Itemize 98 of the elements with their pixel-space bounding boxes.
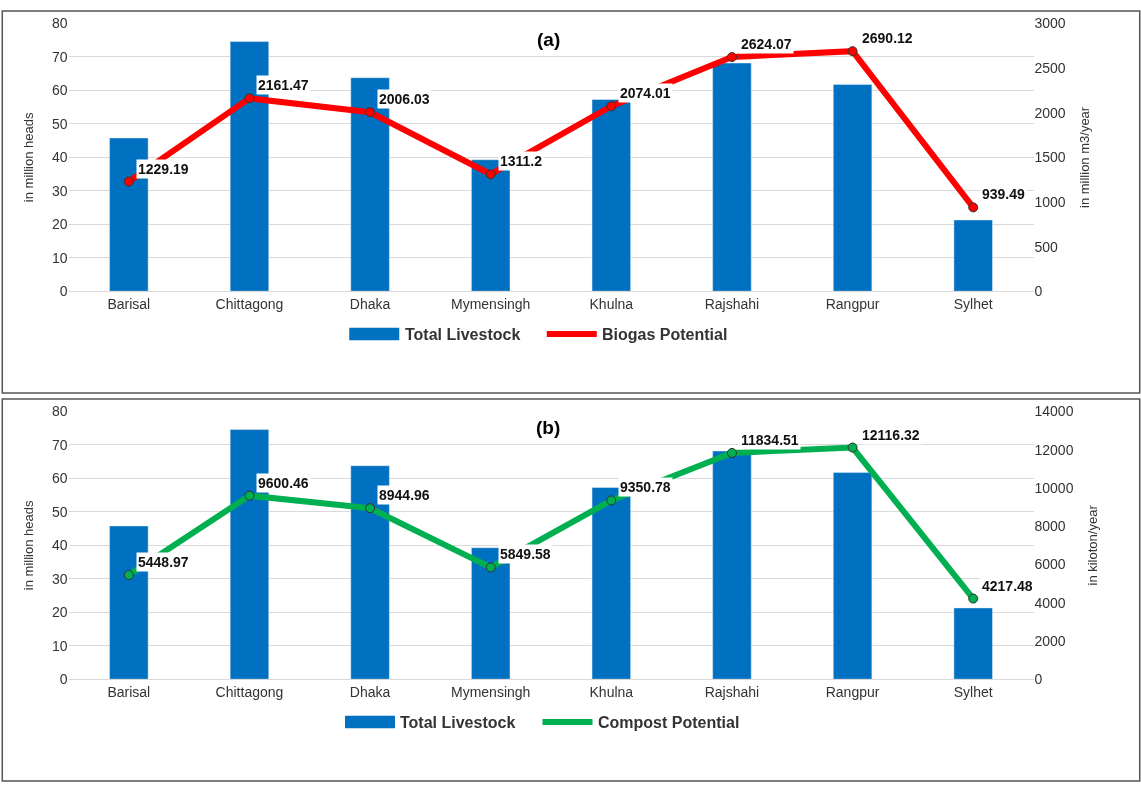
- data-label: 1229.19: [138, 161, 189, 177]
- data-label: 12116.32: [862, 427, 920, 443]
- x-tick-label: Barisal: [107, 684, 151, 701]
- point: [123, 570, 134, 581]
- bar: [833, 472, 873, 680]
- y2-tick-label: 500: [1034, 238, 1059, 255]
- bar: [833, 84, 873, 292]
- y2-tick-label: 14000: [1034, 403, 1074, 420]
- y2-tick-label: 12000: [1034, 441, 1074, 458]
- y2-tick-label: 6000: [1034, 556, 1066, 573]
- data-label: 2006.03: [379, 91, 430, 107]
- y-tick-label: 70: [51, 436, 68, 453]
- y2-axis-title: in million m3/year: [1077, 106, 1093, 208]
- x-tick-label: Chittagong: [215, 684, 284, 701]
- x-tick-label: Sylhet: [953, 684, 993, 701]
- y-tick-label: 60: [51, 82, 68, 99]
- y-tick-label: 80: [51, 15, 68, 32]
- y-tick-label: 40: [51, 149, 68, 166]
- y-tick-label: 50: [51, 115, 68, 132]
- x-tick-label: Rajshahi: [704, 296, 760, 313]
- y-tick-label: 0: [59, 671, 68, 688]
- y2-tick-label: 0: [1034, 671, 1043, 688]
- data-label: 2074.01: [620, 85, 671, 101]
- y2-tick-label: 2500: [1034, 60, 1066, 77]
- data-label: 2624.07: [741, 36, 792, 52]
- point: [847, 442, 858, 453]
- data-label: 5448.97: [138, 554, 189, 570]
- data-label: 4217.48: [982, 578, 1033, 594]
- x-tick-label: Mymensingh: [451, 684, 531, 701]
- y-tick-label: 20: [51, 216, 68, 233]
- point: [968, 202, 979, 213]
- data-label: 5849.58: [500, 546, 551, 562]
- y-tick-label: 0: [59, 283, 68, 300]
- bar: [591, 99, 631, 292]
- x-tick-label: Rangpur: [825, 684, 880, 701]
- point: [485, 562, 496, 573]
- point: [365, 107, 376, 118]
- bar: [712, 62, 752, 292]
- y-tick-label: 80: [51, 403, 68, 420]
- point: [606, 101, 617, 112]
- y-axis-title: in million heads: [20, 500, 36, 591]
- data-label: 11834.51: [741, 432, 799, 448]
- point: [968, 593, 979, 604]
- y-tick-label: 10: [51, 637, 68, 654]
- x-tick-label: Rajshahi: [704, 684, 760, 701]
- data-label: 8944.96: [379, 487, 430, 503]
- y2-tick-label: 8000: [1034, 518, 1066, 535]
- x-tick-label: Chittagong: [215, 296, 284, 313]
- y2-tick-label: 1500: [1034, 149, 1066, 166]
- y2-axis-title: in kiloton/year: [1085, 504, 1101, 586]
- y2-tick-label: 1000: [1034, 193, 1066, 210]
- y-tick-label: 60: [51, 470, 68, 487]
- legend-label: Total Livestock: [400, 714, 516, 731]
- x-tick-label: Mymensingh: [451, 296, 531, 313]
- x-tick-label: Khulna: [589, 296, 634, 313]
- data-label: 9350.78: [620, 479, 671, 495]
- point: [244, 490, 255, 501]
- point: [847, 46, 858, 57]
- legend-label: Compost Potential: [598, 714, 740, 731]
- chart-title: (a): [537, 29, 561, 50]
- y-tick-label: 50: [51, 503, 68, 520]
- legend-label: Biogas Potential: [602, 326, 728, 343]
- y2-tick-label: 4000: [1034, 594, 1066, 611]
- data-label: 2690.12: [862, 30, 913, 46]
- data-label: 1311.2: [500, 153, 543, 169]
- x-tick-label: Dhaka: [349, 296, 391, 313]
- point: [485, 169, 496, 180]
- y2-tick-label: 2000: [1034, 104, 1066, 121]
- data-label: 939.49: [982, 186, 1026, 202]
- y2-tick-label: 2000: [1034, 632, 1066, 649]
- x-tick-label: Khulna: [589, 684, 634, 701]
- x-tick-label: Dhaka: [349, 684, 391, 701]
- y2-tick-label: 3000: [1034, 15, 1066, 32]
- y-tick-label: 40: [51, 537, 68, 554]
- point: [726, 52, 737, 63]
- y2-tick-label: 10000: [1034, 479, 1074, 496]
- point: [365, 503, 376, 514]
- y-axis-title: in million heads: [20, 112, 36, 203]
- chart-title: (b): [536, 417, 561, 438]
- x-tick-label: Sylhet: [953, 296, 993, 313]
- legend-label: Total Livestock: [405, 326, 521, 343]
- y-tick-label: 30: [51, 570, 68, 587]
- y-tick-label: 20: [51, 604, 68, 621]
- bar: [712, 450, 752, 680]
- data-label: 2161.47: [258, 77, 309, 93]
- point: [726, 447, 737, 458]
- point: [606, 495, 617, 506]
- bar: [953, 219, 993, 292]
- y-tick-label: 70: [51, 48, 68, 65]
- point: [244, 93, 255, 104]
- y2-tick-label: 0: [1034, 283, 1043, 300]
- y-tick-label: 30: [51, 182, 68, 199]
- data-label: 9600.46: [258, 475, 309, 491]
- bar: [953, 607, 993, 680]
- x-tick-label: Rangpur: [825, 296, 880, 313]
- y-tick-label: 10: [51, 249, 68, 266]
- point: [123, 176, 134, 187]
- x-tick-label: Barisal: [107, 296, 151, 313]
